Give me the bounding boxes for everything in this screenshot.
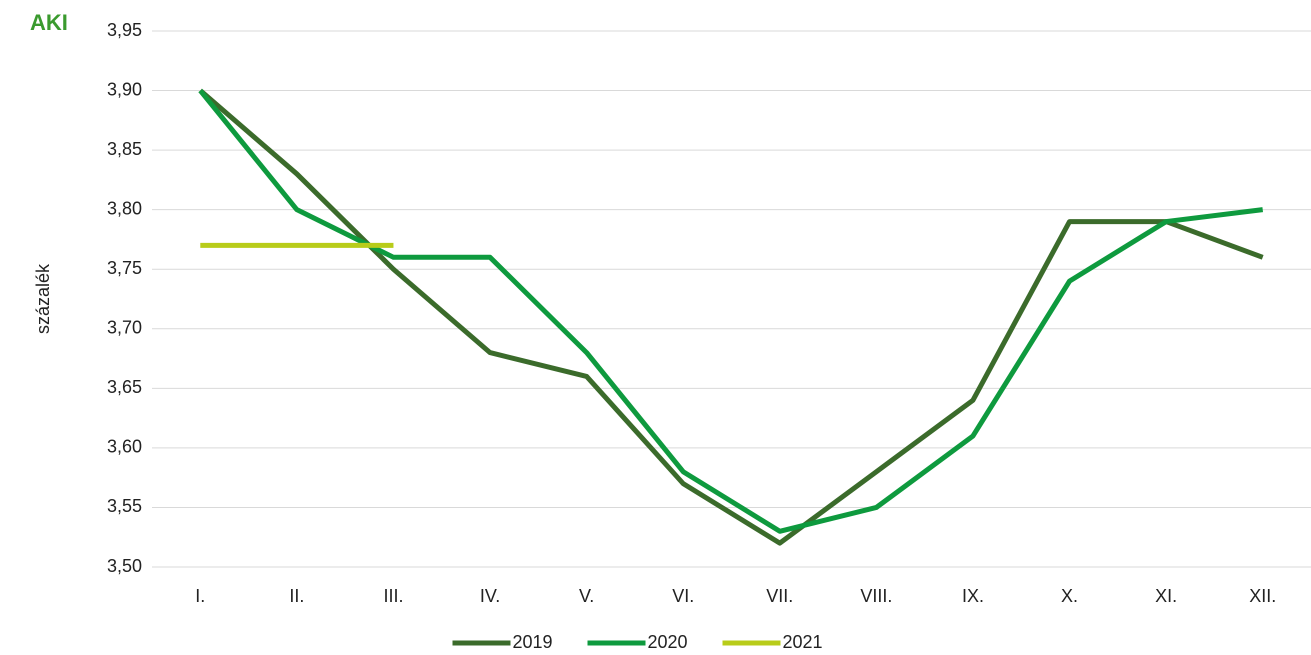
x-tick-label: IV. (480, 586, 500, 606)
y-tick-label: 3,95 (107, 20, 142, 40)
series-line (198, 88, 1264, 534)
x-tick-label: V. (579, 586, 594, 606)
x-tick-label: XII. (1249, 586, 1276, 606)
y-tick-label: 3,55 (107, 496, 142, 516)
x-tick-label: IX. (962, 586, 984, 606)
y-tick-label: 3,80 (107, 198, 142, 218)
x-tick-label: I. (195, 586, 205, 606)
y-tick-label: 3,50 (107, 556, 142, 576)
y-axis-label: százalék (33, 263, 53, 334)
x-tick-label: III. (383, 586, 403, 606)
y-tick-label: 3,60 (107, 437, 142, 457)
y-tick-label: 3,75 (107, 258, 142, 278)
logo: AKI (30, 10, 68, 35)
y-tick-label: 3,70 (107, 318, 142, 338)
x-tick-label: VII. (766, 586, 793, 606)
y-tick-label: 3,65 (107, 377, 142, 397)
x-tick-label: VI. (672, 586, 694, 606)
series-line (198, 88, 1264, 546)
legend-label: 2021 (783, 632, 823, 652)
x-tick-label: II. (289, 586, 304, 606)
legend-label: 2019 (513, 632, 553, 652)
legend-label: 2020 (648, 632, 688, 652)
x-tick-label: XI. (1155, 586, 1177, 606)
x-tick-label: X. (1061, 586, 1078, 606)
y-tick-label: 3,90 (107, 79, 142, 99)
y-tick-label: 3,85 (107, 139, 142, 159)
x-tick-label: VIII. (860, 586, 892, 606)
